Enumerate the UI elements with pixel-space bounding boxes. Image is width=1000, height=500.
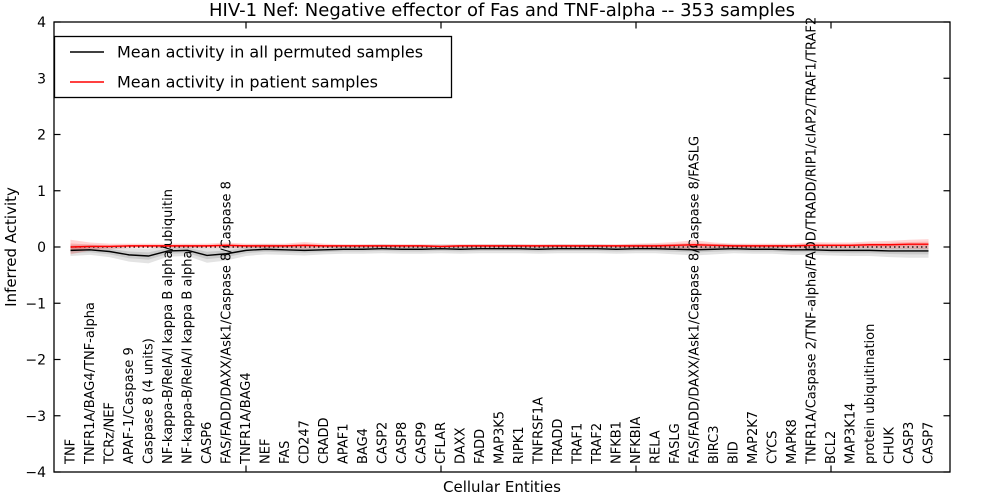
y-tick-label: 1 (37, 184, 46, 200)
x-category-label: MAP3K14 (844, 403, 859, 464)
chart-title: HIV-1 Nef: Negative effector of Fas and … (209, 0, 795, 21)
x-category-label: FASLG (668, 423, 683, 464)
series-lines (70, 243, 929, 257)
x-category-label: NFKB1 (610, 421, 625, 464)
x-category-label: CASP9 (415, 422, 430, 464)
x-category-label: NEF (259, 439, 274, 464)
permuted-mean-line (70, 247, 929, 257)
x-category-label: MAPK8 (785, 419, 800, 464)
x-category-label: TNFR1A/BAG4 (239, 372, 254, 465)
y-tick-label: 4 (37, 15, 46, 31)
x-category-label: TNFR1A/BAG4/TNF-alpha (83, 302, 98, 465)
x-category-label: CASP3 (902, 422, 917, 464)
x-axis-label: Cellular Entities (443, 478, 561, 496)
y-axis-label: Inferred Activity (2, 187, 20, 307)
category-labels: TNF TNFR1A/BAG4/TNF-alpha TCRz/NEF APAF-1/C… (64, 17, 937, 465)
x-category-label: BID (727, 441, 742, 464)
patient-mean-line (70, 243, 929, 248)
x-category-label: TCRz/NEF (103, 402, 118, 465)
x-category-label: BIRC3 (707, 426, 722, 465)
x-category-label: CRADD (317, 418, 332, 465)
x-category-label: NF-kappa-B/RelA/I kappa B alpha (181, 251, 196, 464)
x-category-label: CHUK (883, 427, 898, 464)
x-category-label: CASP7 (922, 422, 937, 464)
y-tick-label: 2 (37, 128, 46, 144)
x-category-label: DAXX (454, 427, 469, 464)
x-category-label: protein ubiquitination (863, 324, 878, 464)
y-tick-label: 0 (37, 240, 46, 256)
x-category-label: APAF1 (337, 423, 352, 464)
x-category-label: TNFRSF1A (532, 397, 547, 465)
x-category-label: NF-kappa-B/RelA/I kappa B alpha/ubiquiti… (161, 189, 176, 464)
x-category-label: CASP6 (200, 422, 215, 464)
x-category-label: FAS/FADD/DAXX/Ask1/Caspase 8/Caspase 8 (220, 181, 235, 464)
x-category-label: FAS (278, 441, 293, 464)
x-category-label: MAP3K5 (493, 411, 508, 464)
permuted-legend-label: Mean activity in all permuted samples (117, 43, 423, 62)
y-tick-label: 3 (37, 71, 46, 87)
x-category-label: CASP2 (376, 422, 391, 464)
x-category-label: RIPK1 (512, 426, 527, 464)
legend-box (53, 35, 453, 99)
x-category-label: APAF-1/Caspase 9 (122, 347, 137, 464)
y-tick-label: −4 (25, 465, 46, 481)
x-category-label: TRAF2 (590, 423, 605, 465)
patient-legend-label: Mean activity in patient samples (117, 73, 378, 92)
x-category-label: FAS/FADD/DAXX/Ask1/Caspase 8/Caspase 8/F… (688, 136, 703, 464)
x-category-label: TRAF1 (571, 423, 586, 465)
x-category-label: TNFR1A/Caspase 2/TNF-alpha/FADD/TRADD/RI… (805, 17, 820, 465)
y-tick-label: −1 (25, 296, 46, 312)
confidence-bands (70, 239, 929, 264)
x-category-label: MAP2K7 (746, 411, 761, 464)
x-category-label: TNF (64, 439, 79, 465)
y-tick-label: −2 (25, 353, 46, 369)
x-category-label: CD247 (298, 420, 313, 464)
x-category-label: NFKBIA (629, 417, 644, 464)
x-category-label: Caspase 8 (4 units) (142, 338, 157, 464)
legend: Mean activity in all permuted samples Mea… (53, 35, 453, 99)
x-category-label: BCL2 (824, 431, 839, 464)
x-category-label: TRADD (551, 419, 566, 465)
x-category-label: BAG4 (356, 428, 371, 464)
x-category-label: RELA (649, 430, 664, 464)
axes-frame: −4 −3 −2 −1 0 1 2 3 4 (25, 15, 951, 481)
x-category-label: CASP8 (395, 422, 410, 464)
x-category-label: CFLAR (434, 422, 449, 464)
x-category-label: CYCS (766, 431, 781, 464)
y-tick-label: −3 (25, 409, 46, 425)
x-category-label: FADD (473, 429, 488, 464)
